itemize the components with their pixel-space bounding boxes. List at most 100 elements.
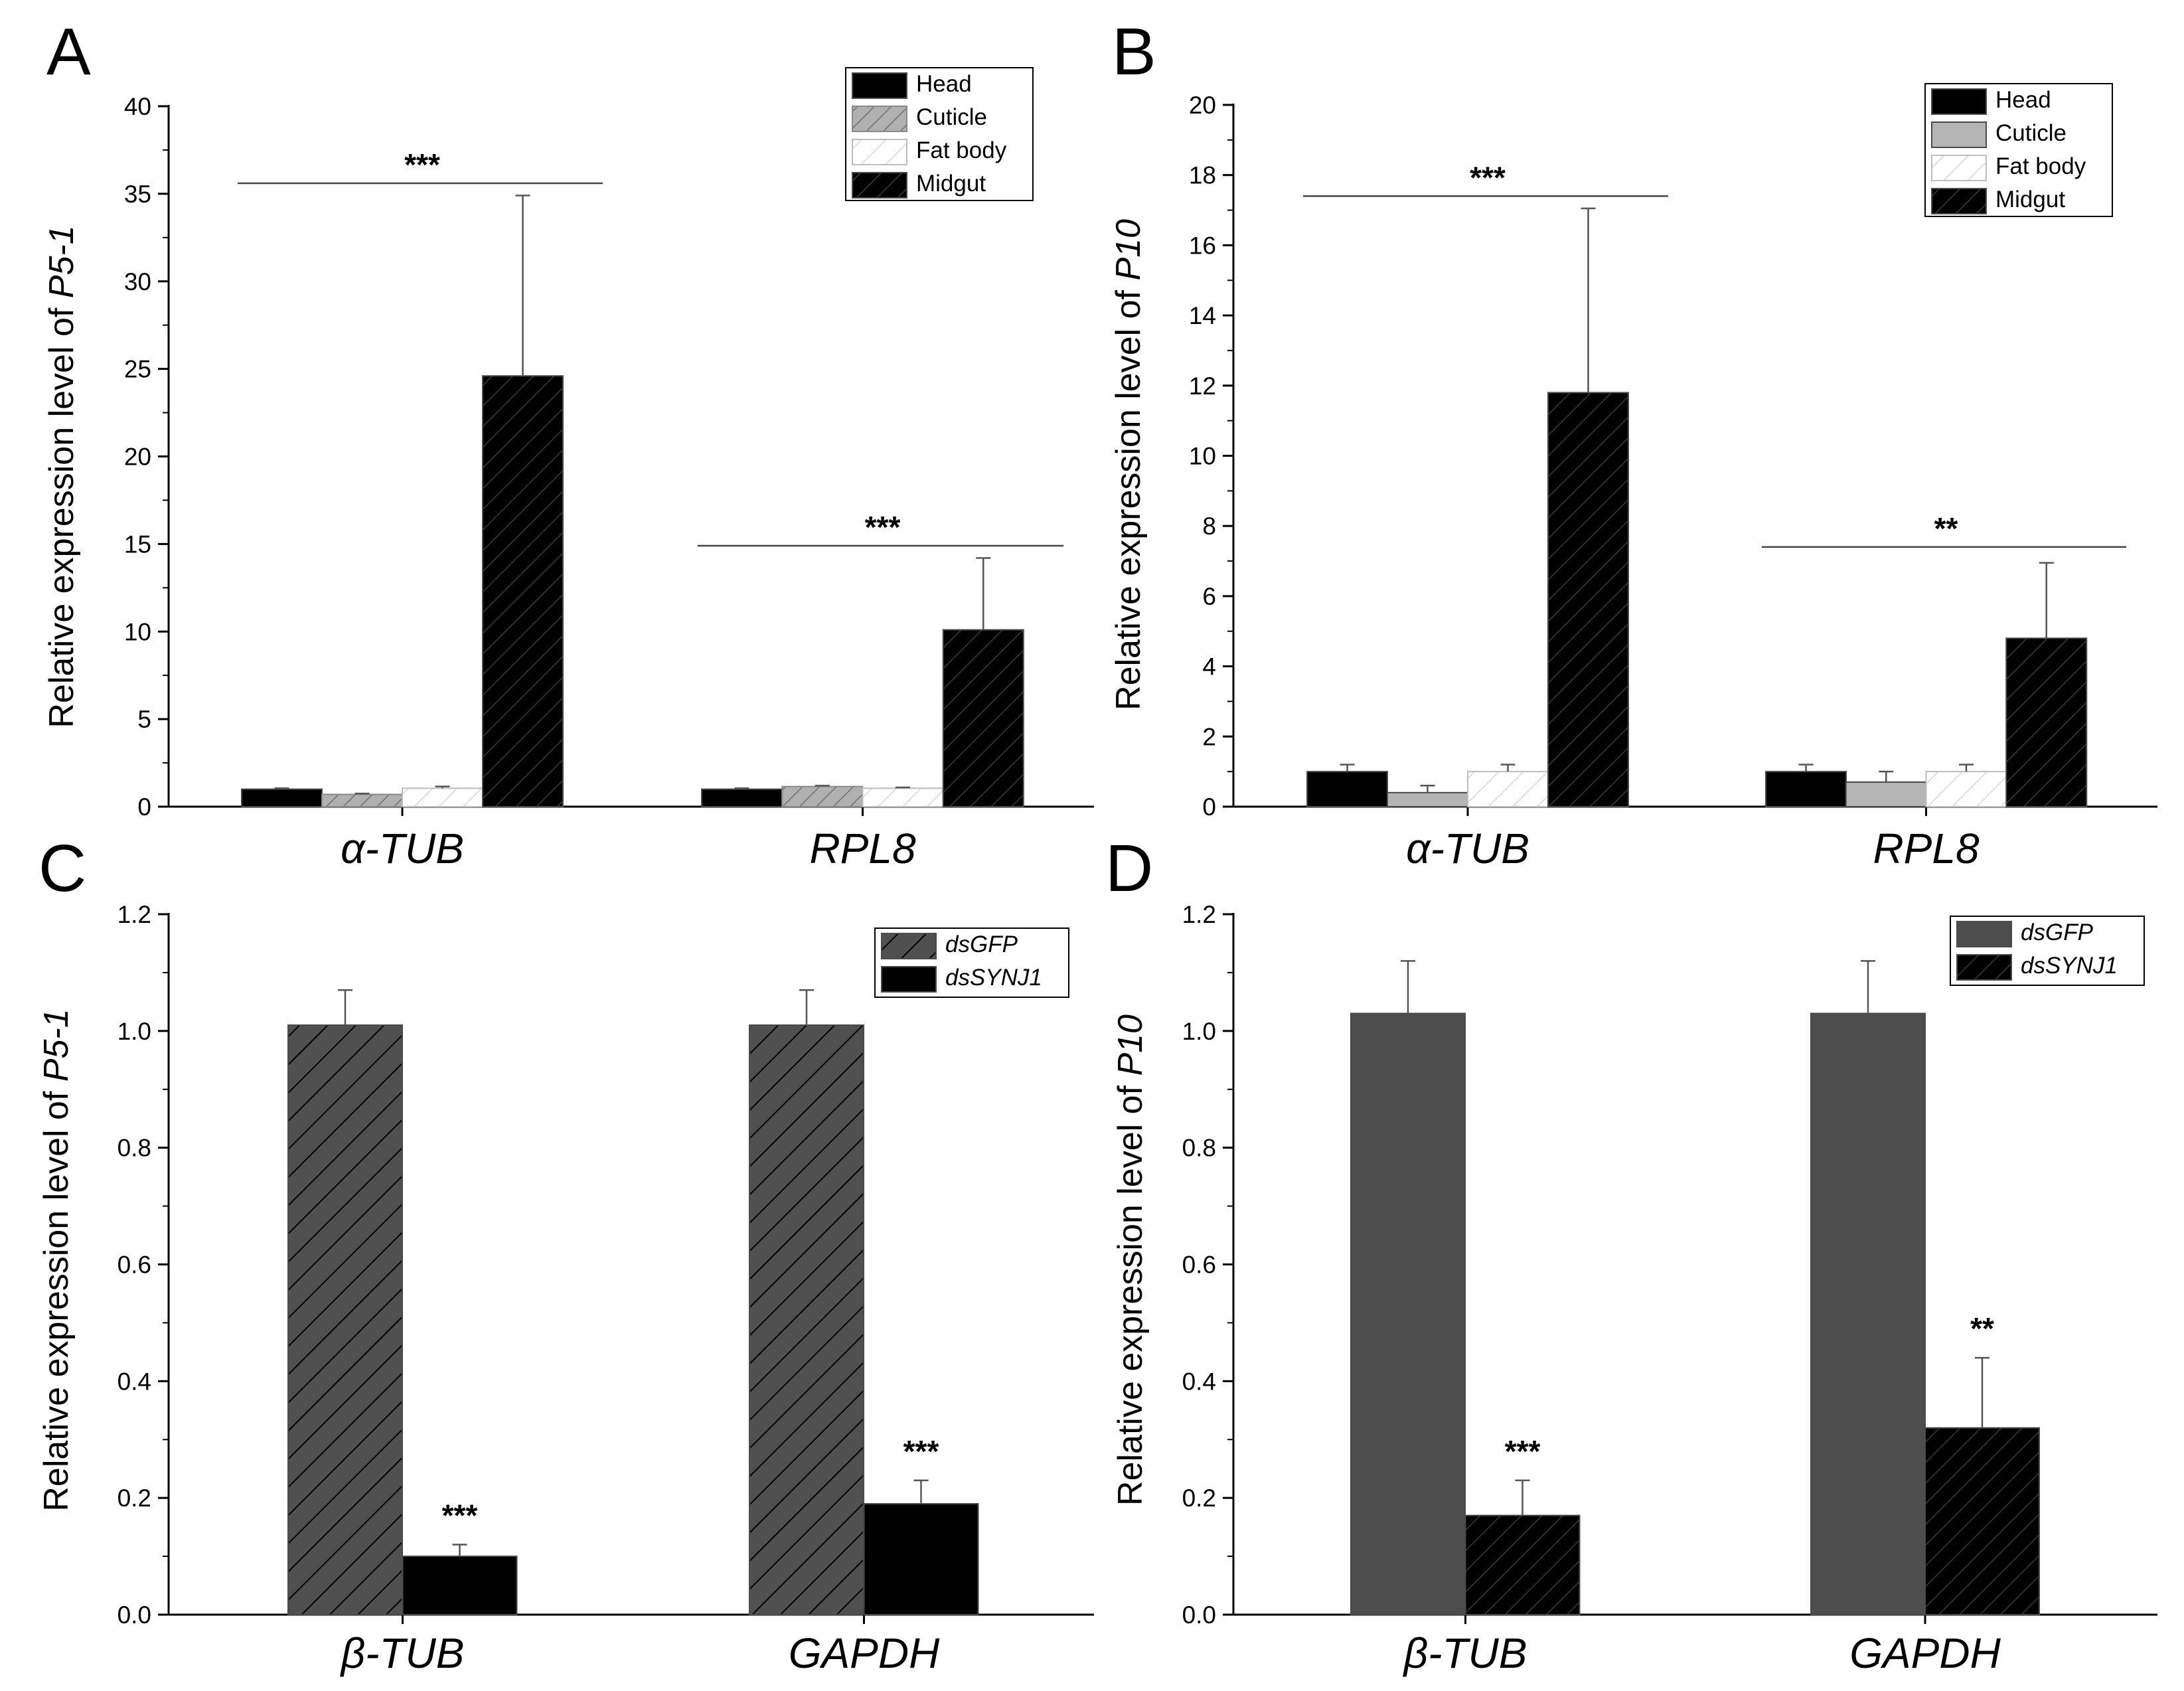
bar-a — [241, 788, 323, 807]
y-axis-label-d: Relative expression level of P10 — [1111, 1014, 1150, 1506]
y-axis-label-a-prefix: Relative expression level of — [42, 298, 81, 728]
y-tick-label-d: 0.8 — [1182, 1135, 1216, 1162]
y-tick-label-c: 1.0 — [117, 1018, 151, 1045]
y-tick-label-b: 8 — [1202, 513, 1216, 540]
y-tick-label-c: 0.0 — [117, 1601, 151, 1629]
bar-c — [287, 1024, 403, 1615]
y-tick-label-b: 16 — [1189, 232, 1216, 259]
legend-label-b: Cuticle — [1995, 120, 2067, 146]
y-tick-label-c: 0.4 — [117, 1368, 151, 1395]
y-tick-label-d: 0.6 — [1182, 1251, 1216, 1279]
legend-label-a: Fat body — [916, 137, 1007, 163]
bar-d — [1924, 1427, 2040, 1616]
bar-a — [701, 788, 783, 807]
category-label-d: GAPDH — [1849, 1629, 2001, 1677]
panel-letter-c: C — [39, 831, 86, 906]
y-tick-label-a: 40 — [124, 93, 151, 120]
legend-label-b: Head — [1995, 87, 2051, 113]
significance-label-c: *** — [442, 1498, 478, 1533]
bar-b — [1387, 791, 1468, 807]
category-label-b: RPL8 — [1873, 825, 1980, 872]
legend-label-b: Midgut — [1995, 187, 2065, 212]
y-tick-label-a: 25 — [124, 356, 151, 383]
category-label-c: GAPDH — [789, 1629, 940, 1677]
category-label-c: β-TUB — [340, 1629, 465, 1677]
legend-swatch-a — [852, 106, 907, 132]
y-tick-label-b: 20 — [1189, 92, 1216, 119]
bar-b — [1765, 771, 1847, 808]
legend-label-d: dsGFP — [2021, 920, 2094, 945]
significance-label-c: *** — [903, 1434, 939, 1469]
panel-letter-a: A — [46, 15, 91, 89]
y-tick-label-b: 14 — [1189, 302, 1216, 329]
category-label-b: α-TUB — [1406, 825, 1529, 872]
y-tick-label-b: 6 — [1202, 583, 1216, 610]
legend-label-a: Cuticle — [916, 104, 987, 130]
y-tick-label-d: 1.0 — [1182, 1018, 1216, 1045]
y-tick-label-a: 15 — [124, 530, 151, 558]
legend-label-d: dsSYNJ1 — [2021, 953, 2118, 979]
legend-swatch-b — [1931, 121, 1987, 148]
bar-a — [482, 375, 564, 807]
y-tick-label-b: 4 — [1202, 653, 1216, 681]
legend-swatch-d — [1956, 954, 2012, 981]
bar-a — [781, 785, 864, 807]
legend-swatch-c — [881, 933, 937, 959]
y-axis-label-d-prefix: Relative expression level of — [1111, 1076, 1150, 1506]
chart-d: 0.00.20.40.60.81.01.2β-TUB GAPDH*****dsGF… — [1182, 901, 2157, 1677]
bar-a — [862, 787, 944, 808]
significance-label-d: *** — [1505, 1434, 1541, 1469]
legend-swatch-a — [852, 72, 907, 99]
bar-b — [2005, 637, 2088, 807]
chart-c: 0.0 0.2 0.4 0.6 0.8 1.0 1.2 β-TUB GAPDH *** *** dsG… — [117, 901, 1094, 1677]
y-tick-label-b: 0 — [1202, 793, 1216, 821]
y-tick-label-a: 5 — [137, 706, 151, 733]
legend-swatch-a — [852, 172, 907, 199]
y-tick-label-d: 1.2 — [1182, 901, 1216, 928]
bar-b — [1306, 771, 1388, 808]
y-axis-label-b-gene: P10 — [1109, 219, 1148, 281]
y-tick-label-a: 30 — [124, 268, 151, 295]
category-label-a: α-TUB — [341, 825, 464, 872]
bar-b — [1547, 392, 1629, 807]
bar-c — [749, 1024, 864, 1615]
y-axis-label-d-gene: P10 — [1111, 1014, 1150, 1076]
legend-swatch-b — [1931, 188, 1987, 214]
bar-b — [1467, 771, 1549, 808]
y-tick-label-c: 1.2 — [117, 901, 151, 928]
bar-a — [321, 793, 403, 807]
legend-swatch-b — [1931, 88, 1987, 115]
y-tick-label-a: 0 — [137, 793, 151, 821]
y-axis-label-c-prefix: Relative expression level of — [37, 1082, 76, 1511]
bar-a — [942, 629, 1024, 807]
y-tick-label-a: 10 — [124, 618, 151, 645]
bar-c — [863, 1502, 979, 1615]
y-tick-label-d: 0.4 — [1182, 1368, 1216, 1395]
y-tick-label-d: 0.2 — [1182, 1485, 1216, 1512]
y-tick-label-b: 2 — [1202, 723, 1216, 750]
y-tick-label-b: 10 — [1189, 443, 1216, 470]
bar-d — [1810, 1012, 1926, 1616]
y-tick-label-c: 0.8 — [117, 1135, 151, 1162]
panel-letter-b: B — [1112, 15, 1156, 89]
bar-b — [1925, 771, 2007, 808]
panel-letter-d: D — [1105, 831, 1153, 906]
y-axis-label-a: Relative expression level of P5-1 — [42, 225, 81, 728]
y-axis-label-b-prefix: Relative expression level of — [1109, 281, 1148, 710]
legend-label-c: dsSYNJ1 — [945, 965, 1042, 991]
bar-a — [402, 787, 483, 808]
legend-swatch-c — [881, 966, 937, 993]
y-tick-label-a: 20 — [124, 443, 151, 471]
significance-label-a: *** — [404, 147, 440, 182]
bar-c — [402, 1556, 518, 1615]
y-axis-label-c-gene: P5-1 — [37, 1008, 76, 1082]
y-tick-label-c: 0.6 — [117, 1251, 151, 1279]
chart-a: 0 5 10 15 20 25 30 35 40 α-TUB RPL8 *** *** Head Cutic… — [124, 67, 1094, 872]
legend-swatch-d — [1956, 921, 2012, 947]
legend-label-c: dsGFP — [945, 931, 1018, 957]
category-label-a: RPL8 — [809, 825, 916, 872]
y-axis-label-b: Relative expression level of P10 — [1109, 219, 1148, 710]
